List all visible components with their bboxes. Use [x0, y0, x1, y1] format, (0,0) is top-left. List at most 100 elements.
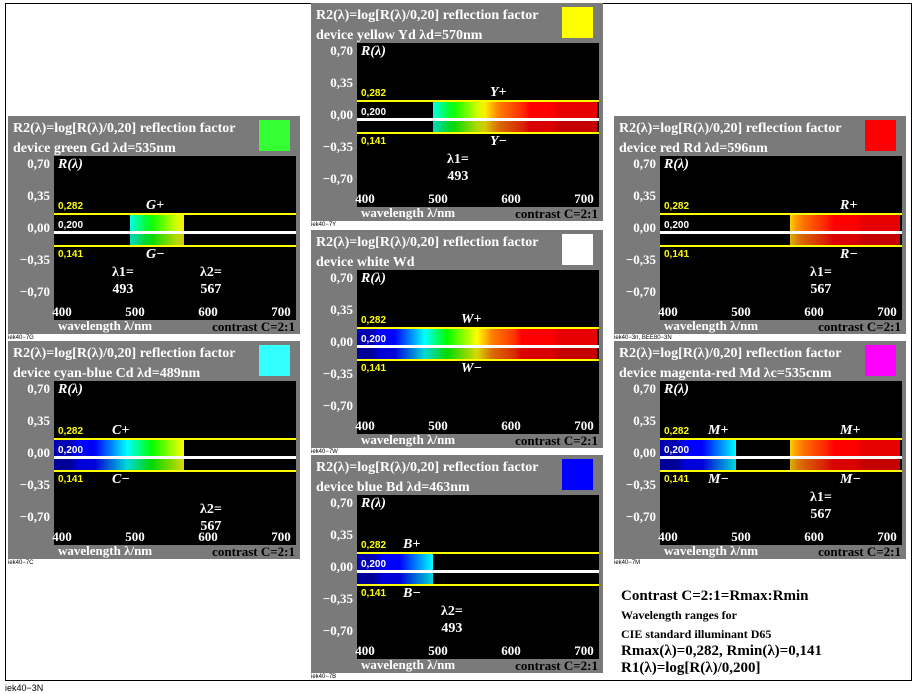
rmax-label: 0,282: [58, 201, 84, 212]
y-tick-label: 0,00: [633, 220, 656, 235]
lambda1-label: λ1= 493: [112, 265, 134, 297]
r-lambda-label: R(λ): [664, 382, 689, 397]
ref-label: 0,200: [361, 334, 387, 345]
minus-label: B−: [403, 586, 421, 601]
y-tick-label: 0,70: [27, 156, 50, 171]
contrast-label: contrast C=2:1: [515, 658, 598, 673]
panel-cyan: R2(λ)=log[R(λ)/0,20] reflection factor de…: [8, 341, 300, 566]
y-tick-label: −0,70: [19, 509, 50, 524]
title-line1: R2(λ)=log[R(λ)/0,20] reflection factor: [619, 121, 842, 136]
minus-label: W−: [461, 361, 482, 376]
spectral-band-lower: [790, 459, 900, 470]
info-illuminant: CIE standard illuminant D65: [621, 627, 772, 641]
info-r1: R1(λ)=log[R(λ)/0,200]: [621, 660, 761, 676]
spectral-band-lower: [790, 234, 900, 245]
rmax-label: 0,282: [361, 540, 387, 551]
color-swatch: [562, 7, 593, 38]
title-line1: R2(λ)=log[R(λ)/0,20] reflection factor: [316, 460, 539, 475]
spectral-band-upper: [357, 554, 434, 572]
x-tick-label: 700: [574, 643, 594, 658]
y-tick-label: 0,70: [633, 156, 656, 171]
spectral-band-upper: [660, 440, 737, 458]
rmax-line: [660, 213, 902, 215]
rmin-line: [357, 359, 599, 361]
contrast-label: contrast C=2:1: [515, 206, 598, 221]
x-axis-label: wavelength λ/nm: [361, 657, 456, 672]
color-swatch: [865, 120, 896, 151]
x-tick-label: 400: [658, 304, 678, 319]
r-lambda-label: R(λ): [361, 496, 386, 511]
minus-label-2: M−: [840, 472, 861, 487]
y-tick-label: 0,00: [330, 334, 353, 349]
panel-id: iek40−7Y: [311, 222, 337, 228]
x-tick-label: 400: [658, 529, 678, 544]
rmin-line: [357, 584, 599, 586]
title-line1: R2(λ)=log[R(λ)/0,20] reflection factor: [316, 235, 539, 250]
panel-magenta: R2(λ)=log[R(λ)/0,20] reflection factor de…: [614, 341, 906, 566]
spectral-band-lower: [433, 121, 597, 132]
x-tick-label: 600: [198, 304, 218, 319]
x-tick-label: 600: [804, 304, 824, 319]
panel-id: iek40−7W: [311, 449, 338, 455]
rmin-line: [54, 245, 296, 247]
x-axis-label: wavelength λ/nm: [664, 318, 759, 333]
y-tick-label: 0,00: [330, 559, 353, 574]
x-tick-label: 400: [355, 191, 375, 206]
y-tick-label: −0,35: [19, 477, 50, 492]
rmin-label: 0,141: [361, 136, 387, 147]
y-tick-label: 0,00: [27, 445, 50, 460]
minus-label: R−: [840, 247, 858, 262]
x-tick-label: 400: [355, 418, 375, 433]
panel-id: iek40−7B: [311, 674, 337, 680]
y-tick-label: 0,35: [330, 527, 353, 542]
spectral-band-lower: [130, 234, 185, 245]
rmax-line: [660, 438, 902, 440]
x-tick-label: 400: [355, 643, 375, 658]
lambda1-label: λ1= 567: [810, 265, 832, 297]
y-tick-label: −0,35: [322, 366, 353, 381]
ref-label: 0,200: [58, 445, 84, 456]
x-tick-label: 400: [52, 529, 72, 544]
contrast-label: contrast C=2:1: [212, 319, 295, 334]
panel-yellow: R2(λ)=log[R(λ)/0,20] reflection factor de…: [311, 3, 603, 228]
lambda1-label: λ1= 493: [447, 152, 469, 184]
x-axis-label: wavelength λ/nm: [58, 543, 153, 558]
x-axis-label: wavelength λ/nm: [664, 543, 759, 558]
color-swatch: [562, 234, 593, 265]
title-line2: device green Gd λd=535nm: [13, 141, 176, 156]
x-tick-label: 700: [574, 191, 594, 206]
plus-label: C+: [112, 423, 130, 438]
x-tick-label: 600: [501, 643, 521, 658]
panel-title: R2(λ)=log[R(λ)/0,20] reflection factor de…: [316, 233, 538, 273]
spectral-band-upper: [790, 215, 900, 233]
r-lambda-label: R(λ): [58, 157, 83, 172]
footer-id: iek40−3N: [5, 683, 44, 693]
y-tick-label: −0,70: [322, 398, 353, 413]
x-tick-label: 400: [52, 304, 72, 319]
title-line1: R2(λ)=log[R(λ)/0,20] reflection factor: [316, 8, 539, 23]
x-tick-label: 600: [198, 529, 218, 544]
rmin-line: [357, 132, 599, 134]
x-tick-label: 500: [428, 418, 448, 433]
title-line2: device yellow Yd λd=570nm: [316, 28, 483, 43]
rmin-label: 0,141: [664, 474, 690, 485]
rmax-label: 0,282: [664, 426, 690, 437]
panel-title: R2(λ)=log[R(λ)/0,20] reflection factor de…: [13, 119, 235, 159]
title-line2: device blue Bd λd=463nm: [316, 480, 470, 495]
x-tick-label: 600: [804, 529, 824, 544]
spectral-band-upper: [790, 440, 900, 458]
spectral-band-upper: [357, 329, 597, 347]
title-line2: device cyan-blue Cd λd=489nm: [13, 366, 201, 381]
spectral-band-upper: [433, 102, 597, 120]
contrast-label: contrast C=2:1: [818, 544, 901, 559]
y-tick-label: −0,70: [322, 171, 353, 186]
contrast-label: contrast C=2:1: [515, 433, 598, 448]
plot-area: 0,282 0,200 0,141 R(λ) G+ G− λ1= 493 λ2= 567: [54, 156, 296, 320]
rmax-line: [357, 552, 599, 554]
info-ranges: Wavelength ranges for: [621, 608, 737, 622]
y-tick-label: 0,35: [330, 75, 353, 90]
x-tick-label: 500: [125, 529, 145, 544]
minus-label: G−: [146, 247, 165, 262]
rmin-line: [660, 470, 902, 472]
lambda2-label: λ2= 493: [441, 604, 463, 636]
